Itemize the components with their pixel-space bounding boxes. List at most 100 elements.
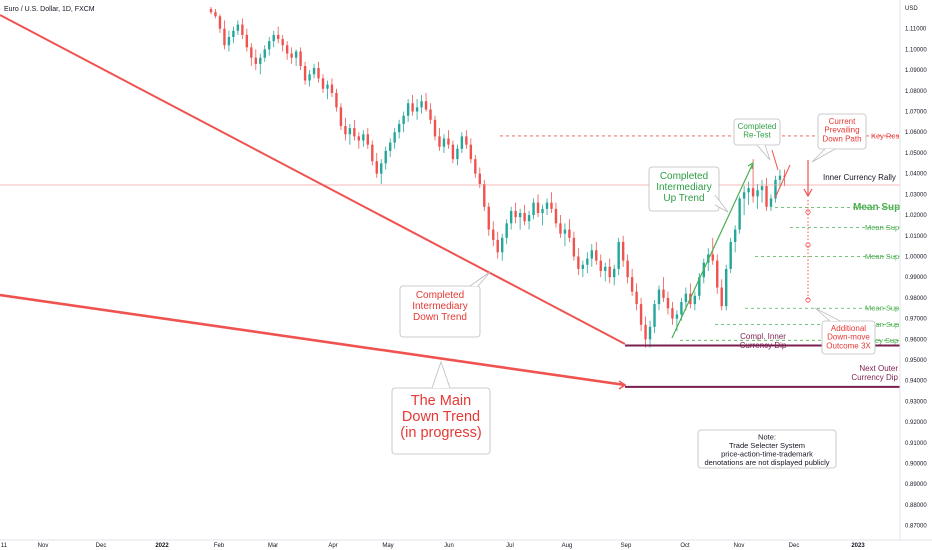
candle [263, 45, 266, 62]
candle-body [254, 57, 257, 64]
callout-text: Completed [660, 171, 708, 182]
y-tick-label: 1.03000 [905, 192, 927, 198]
candle-body [209, 9, 213, 13]
candle-body [693, 295, 697, 305]
candle [572, 231, 576, 261]
candle-body [268, 41, 271, 50]
candle-body [572, 237, 576, 257]
y-tick-label: 0.91000 [905, 441, 927, 447]
candle-body [371, 144, 374, 162]
candle-body [285, 45, 289, 54]
note-box[interactable]: Note:Trade Selecter Systemprice-action-t… [697, 429, 837, 469]
candle-body [554, 208, 558, 224]
candle [209, 6, 213, 15]
candle-body [442, 138, 446, 147]
candle-body [299, 51, 302, 66]
projection-node [805, 242, 811, 248]
candle [626, 254, 629, 284]
candle-body [501, 237, 504, 253]
x-tick-label: Feb [214, 543, 225, 549]
candle [604, 262, 607, 282]
candle-body [769, 198, 773, 207]
callout-text: (in progress) [400, 425, 481, 441]
time-axis[interactable]: 11 Nov Dec 2022 Feb Mar Apr May Jun Jul Aug Sep Oct N… [0, 539, 932, 549]
x-tick-label: May [382, 543, 393, 549]
candle-body [218, 16, 222, 29]
candle-body [424, 101, 428, 110]
retest-line[interactable] [774, 164, 791, 199]
y-tick-label: 0.89000 [905, 482, 927, 488]
candle-body [308, 74, 311, 81]
projection-node [805, 209, 811, 215]
candle-body [711, 254, 714, 261]
y-tick-label: 0.95000 [905, 358, 927, 364]
main-down-trendline[interactable] [0, 293, 626, 387]
candle [563, 223, 567, 247]
candle [725, 264, 728, 311]
candle-body [294, 51, 298, 58]
candle [666, 291, 670, 315]
candle-body [514, 210, 517, 218]
callout-text: price-action-time-trademark [721, 450, 813, 459]
candle [366, 128, 369, 149]
candle-body [666, 297, 670, 309]
candle-body [639, 304, 643, 325]
callout-text: Completed [416, 290, 464, 301]
candle-body [716, 260, 719, 288]
candle-body [680, 302, 683, 315]
projection-node [805, 297, 811, 303]
y-tick-label: 0.98000 [905, 296, 927, 302]
candle [259, 53, 262, 75]
y-tick-label: 0.97000 [905, 317, 927, 323]
candle [613, 264, 616, 286]
candle [729, 237, 732, 274]
candle [339, 103, 343, 131]
candle-body [335, 92, 338, 108]
candle-body [277, 34, 280, 40]
candle [393, 128, 396, 149]
candle-body [760, 186, 764, 191]
candle [720, 279, 723, 311]
candle-body [330, 84, 334, 93]
candle-body [384, 150, 387, 164]
candle-body [321, 78, 325, 89]
y-tick-label: 0.96000 [905, 337, 927, 343]
candle [648, 320, 652, 348]
price-axis[interactable]: 1.11000 1.10000 1.09000 1.08000 1.07000 1.060… [899, 0, 932, 550]
x-tick-label: Apr [328, 543, 337, 549]
y-tick-label: 0.87000 [905, 524, 927, 530]
candle [595, 241, 598, 265]
intermediary-down-trendline[interactable] [0, 14, 626, 345]
candle [281, 34, 284, 52]
candle-body [662, 289, 665, 298]
candle [657, 285, 661, 311]
candle [554, 202, 558, 228]
candle-body [389, 142, 392, 151]
callout-text: Up Trend [663, 193, 704, 204]
candle [223, 20, 226, 50]
candle [227, 30, 231, 52]
candle [684, 287, 688, 311]
candle [581, 260, 585, 278]
callout-text: Down-move [827, 333, 870, 342]
callout-text: Down Trend [413, 312, 467, 323]
candle [232, 26, 235, 44]
candle [330, 78, 334, 98]
candle-body [241, 24, 244, 35]
candle [742, 186, 746, 216]
x-tick-label: Aug [562, 543, 573, 549]
candle-body [496, 239, 499, 253]
intermediary-up-trendline[interactable] [671, 162, 754, 339]
y-tick-label: 1.10000 [905, 47, 927, 53]
chart-title: Euro / U.S. Dollar, 1D, FXCM [4, 6, 95, 13]
candle [509, 206, 513, 230]
candle [774, 175, 777, 203]
retest-line[interactable] [771, 149, 779, 171]
